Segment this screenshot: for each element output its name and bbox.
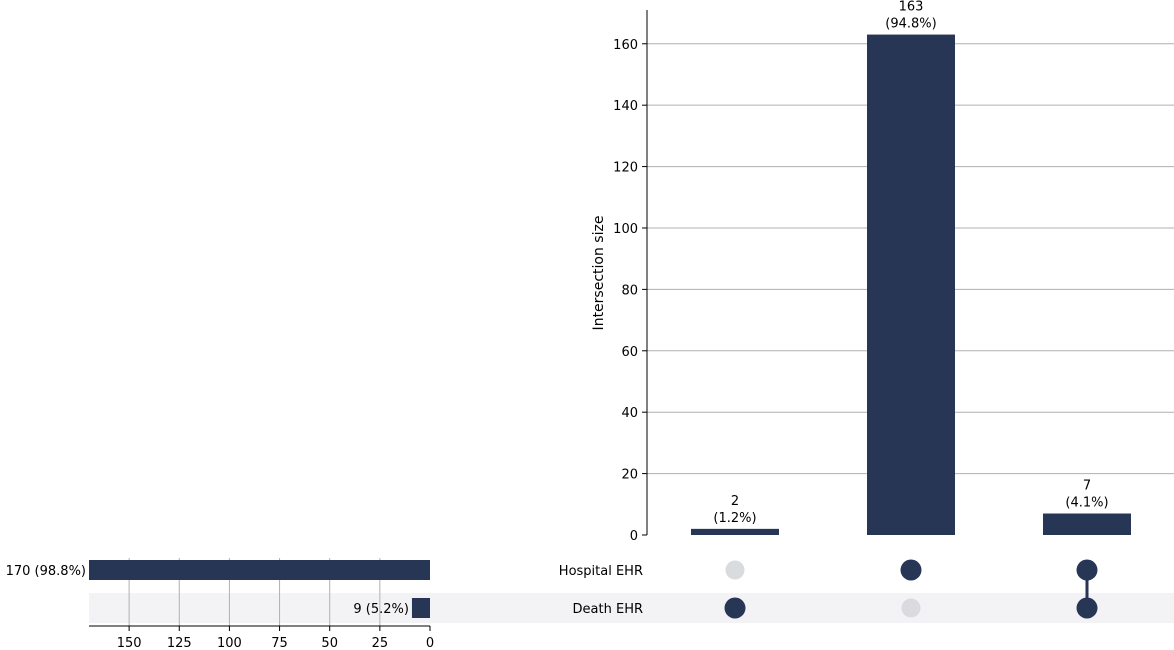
set-size-tick-label: 75 bbox=[271, 636, 288, 650]
matrix-dot-active bbox=[724, 597, 746, 619]
y-tick-label: 40 bbox=[621, 406, 638, 421]
y-tick-label: 0 bbox=[630, 529, 638, 544]
intersection-matrix bbox=[724, 559, 1098, 619]
bar-percent-label: (4.1%) bbox=[1065, 496, 1108, 511]
y-tick-label: 100 bbox=[613, 222, 638, 237]
y-axis: 0 20 40 60 80 100 120 140 160 bbox=[613, 10, 648, 544]
bar-count-label: 2 bbox=[731, 494, 739, 509]
matrix-dot-inactive bbox=[725, 560, 745, 580]
set-size-tick-label: 100 bbox=[217, 636, 242, 650]
bar-percent-label: (94.8%) bbox=[885, 17, 936, 32]
matrix-dot-inactive bbox=[901, 598, 921, 618]
set-size-tick-label: 150 bbox=[117, 636, 142, 650]
y-tick-label: 60 bbox=[621, 345, 638, 360]
intersection-bar bbox=[691, 528, 779, 535]
bar-count-label: 163 bbox=[899, 0, 924, 15]
y-tick-label: 20 bbox=[621, 468, 638, 483]
bar-count-label: 7 bbox=[1083, 479, 1091, 494]
set-name-label: Hospital EHR bbox=[559, 564, 643, 579]
matrix-dot-active bbox=[900, 559, 922, 581]
set-name-label: Death EHR bbox=[573, 602, 643, 617]
set-names: Hospital EHR Death EHR bbox=[559, 564, 643, 617]
set-size-tick-label: 125 bbox=[167, 636, 192, 650]
set-size-label: 9 (5.2%) bbox=[353, 602, 409, 617]
set-size-axis: 0 25 50 75 100 125 150 bbox=[89, 625, 434, 650]
set-size-tick-label: 0 bbox=[426, 636, 434, 650]
matrix-dot-active bbox=[1076, 597, 1098, 619]
y-tick-label: 80 bbox=[621, 283, 638, 298]
set-size-bar bbox=[89, 560, 430, 580]
matrix-dot-active bbox=[1076, 559, 1098, 581]
intersection-bar bbox=[867, 34, 955, 536]
row-shade-death-ehr bbox=[89, 593, 1174, 623]
set-size-label: 170 (98.8%) bbox=[6, 564, 86, 579]
intersection-bar-labels: 2 (1.2%) 163 (94.8%) 7 (4.1%) bbox=[713, 0, 1108, 526]
y-tick-label: 160 bbox=[613, 38, 638, 53]
set-size-tick-label: 50 bbox=[321, 636, 338, 650]
intersection-bars bbox=[691, 34, 1131, 536]
bar-percent-label: (1.2%) bbox=[713, 511, 756, 526]
y-tick-label: 120 bbox=[613, 161, 638, 176]
set-size-bars: 170 (98.8%) 9 (5.2%) bbox=[6, 560, 430, 618]
set-size-tick-label: 25 bbox=[372, 636, 389, 650]
intersection-bar bbox=[1043, 513, 1131, 535]
set-size-bar bbox=[411, 598, 430, 618]
y-axis-label: Intersection size bbox=[591, 216, 607, 331]
y-tick-label: 140 bbox=[613, 99, 638, 114]
